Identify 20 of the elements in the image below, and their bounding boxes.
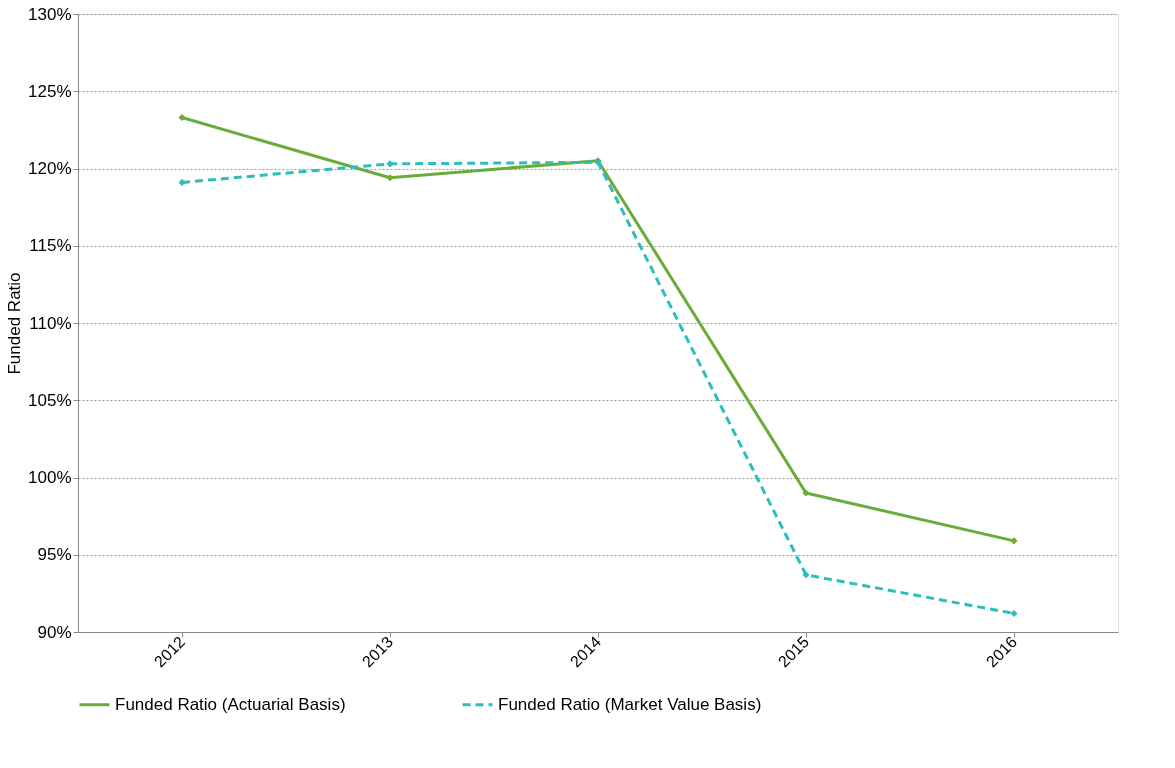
legend-label: Funded Ratio (Market Value Basis) [498,694,762,714]
legend-label: Funded Ratio (Actuarial Basis) [115,694,346,714]
point [386,174,394,182]
y-tick-label: 110% [29,313,72,333]
point [802,571,810,579]
y-axis-title: Funded Ratio [5,272,25,375]
y-tick-label: 100% [28,468,72,487]
y-tick-label: 125% [28,81,72,101]
y-tick-label: 95% [37,545,72,565]
y-tick-label: 120% [28,159,72,178]
y-tick-label: 115% [29,236,72,256]
y-tick-label: 105% [28,390,72,410]
point [178,178,186,186]
point [178,113,186,122]
point [802,489,810,497]
y-tick-label: 130% [28,4,72,24]
y-tick-label: 90% [37,622,72,642]
point [1010,609,1018,617]
point [386,160,394,168]
point [1010,537,1018,545]
